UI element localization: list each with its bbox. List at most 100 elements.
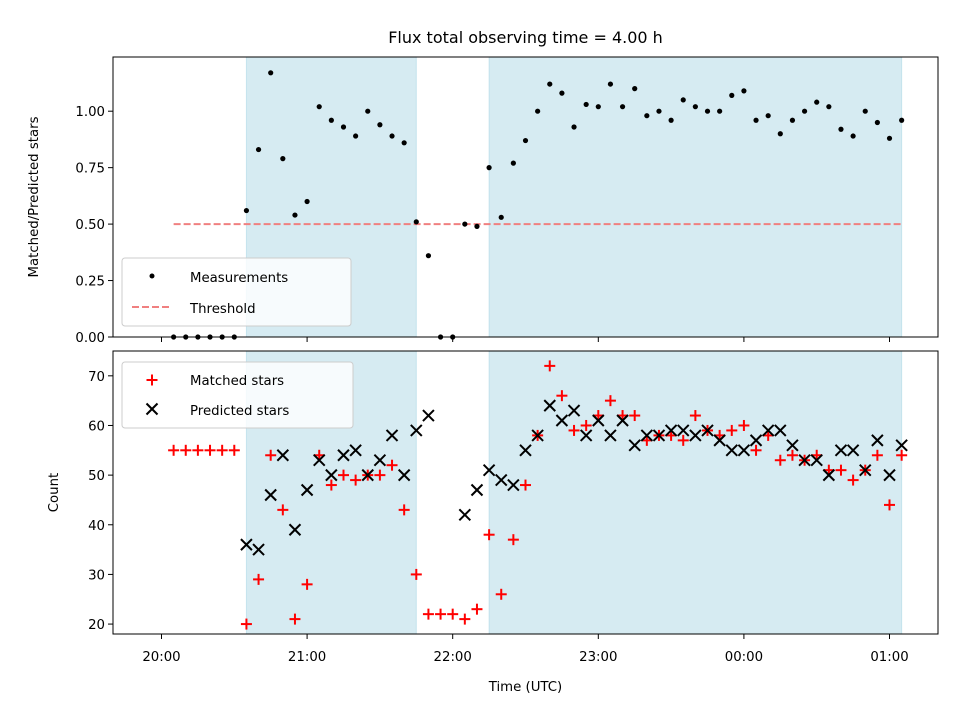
legend-label-predicted: Predicted stars [190,404,289,419]
matched-star-point [507,534,519,546]
measurement-point [280,156,286,162]
bottom-panel: 20 30 40 50 60 70 20:00 21:00 22:00 23:00 00:00 01… [47,350,939,695]
predicted-star-point [337,449,350,462]
matched-star-point [277,504,289,516]
measurement-point [838,126,844,132]
predicted-star-point [507,478,520,492]
measurement-point [340,124,347,130]
predicted-star-point [834,444,848,457]
measurement-point [510,160,516,166]
measurement-point [389,133,395,139]
matched-star-point [374,469,386,481]
measurement-point [474,223,480,229]
predicted-star-point [677,424,690,437]
matched-star-point [750,444,762,456]
measurement-point [765,113,771,119]
measurement-point [292,212,298,218]
predicted-star-point [713,434,726,447]
top-y-tick-label: 0.00 [75,331,105,346]
predicted-star-point [458,508,472,522]
matched-star-point [677,434,689,446]
matched-star-point [350,474,362,486]
matched-star-point [337,469,349,481]
predicted-star-point [749,434,763,447]
measurement-point [316,104,322,110]
matched-star-point [422,608,434,620]
top-y-axis-label: Matched/Predicted stars [27,116,42,277]
matched-star-point [896,449,908,461]
matched-star-point [265,449,277,461]
matched-star-point [520,479,531,491]
predicted-star-point [859,463,872,477]
measurement-point [304,198,310,205]
measurement-point [535,108,541,114]
measurement-point [462,221,468,227]
measurement-point [522,137,529,144]
measurement-point [243,207,250,214]
chart-title: Flux total observing time = 4.00 h [388,28,663,47]
bottom-x-tick-label: 22:00 [434,650,472,665]
bottom-y-tick-label: 40 [88,519,105,534]
bottom-y-axis-label: Count [47,473,62,513]
predicted-star-point [252,543,265,556]
legend-label-measurements: Measurements [190,271,288,286]
predicted-star-point [579,429,593,442]
legend-x-glyph [145,402,159,416]
predicted-star-point [774,424,787,437]
bottom-y-tick-label: 20 [88,618,105,633]
measurement-point [753,117,759,123]
predicted-star-point [664,424,678,437]
measurement-point [353,133,359,139]
bottom-y-tick-label: 30 [88,568,105,583]
predicted-star-point [410,424,423,437]
matched-star-point [884,499,896,511]
matched-star-point [786,449,798,461]
predicted-star-point [725,444,738,457]
measurement-point [401,140,407,146]
measurement-point [801,108,808,114]
measurement-point [704,108,711,114]
matched-star-point [871,449,883,461]
legend-marker-matched [146,374,158,386]
legend-label-threshold: Threshold [189,302,256,317]
predicted-star-point [701,424,714,437]
measurement-point [571,124,577,130]
predicted-star-point [640,429,654,442]
measurement-point [862,108,868,114]
top-shaded-span-1 [488,56,903,338]
matched-star-point [774,454,786,466]
predicted-star-point [482,463,496,477]
predicted-star-point [276,449,290,462]
matched-star-point [204,444,216,456]
predicted-star-point [846,444,860,457]
measurement-point [365,108,371,114]
matched-star-point [325,479,337,491]
predicted-star-point [689,429,702,442]
predicted-star-point [373,454,387,467]
bottom-y-tick-label: 50 [88,469,105,484]
measurement-point [255,146,262,153]
predicted-star-point [871,434,884,447]
matched-star-point [289,613,301,625]
top-y-tick-label: 0.25 [75,275,105,290]
measurement-point [644,113,650,119]
bottom-axes-frame [112,350,939,635]
legend-label-matched: Matched stars [190,374,284,389]
predicted-star-point [604,429,617,442]
predicted-star-point [737,444,751,457]
matched-star-point [410,568,422,580]
matched-star-point [459,613,471,625]
measurement-point [656,108,662,114]
bottom-legend: Matched stars Predicted stars [121,361,354,429]
matched-star-point [192,444,204,456]
bottom-y-tick-label: 60 [88,419,105,434]
measurement-point [632,86,638,92]
matched-star-point [738,419,750,431]
measurement-point [268,70,274,76]
matched-star-point [835,464,847,476]
predicted-star-point [592,414,605,427]
top-legend: Measurements Threshold [121,257,352,327]
top-y-tick-label: 0.50 [75,218,105,233]
predicted-star-point [616,414,629,427]
predicted-star-point [240,538,253,551]
